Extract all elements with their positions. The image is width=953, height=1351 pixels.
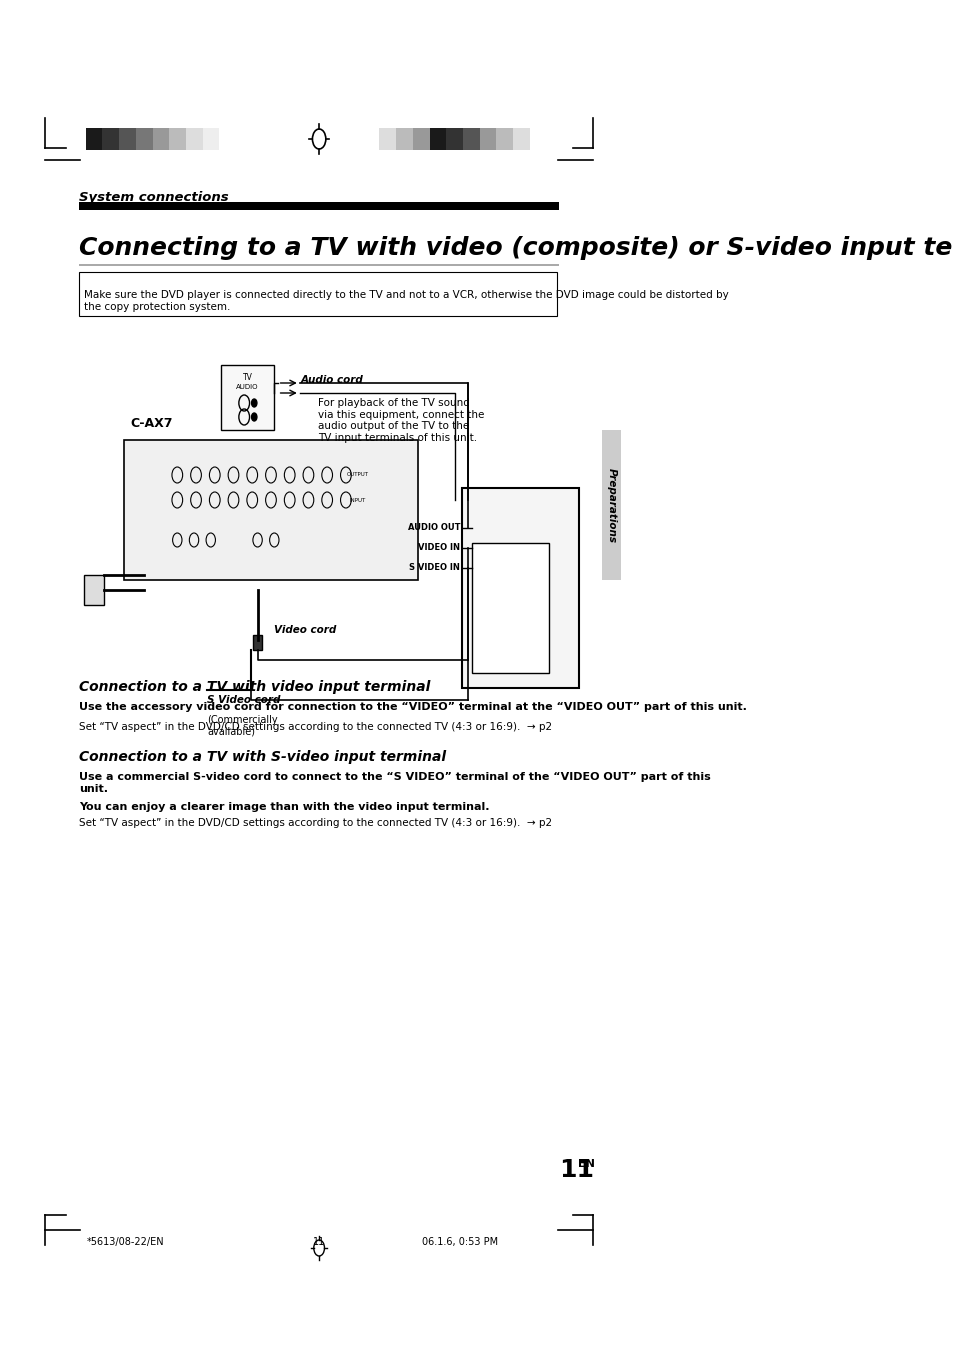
Text: AUDIO: AUDIO [236,384,258,390]
Text: System connections: System connections [79,190,229,204]
Text: EN: EN [578,1159,595,1169]
Text: OUTPUT: OUTPUT [347,473,369,477]
Text: Audio cord: Audio cord [301,376,363,385]
Bar [169,128,186,150]
Text: (Commercially
available): (Commercially available) [207,715,277,736]
Bar [379,128,395,150]
Text: 11: 11 [313,1238,325,1247]
Bar [124,440,417,580]
Bar [513,128,529,150]
Text: S VIDEO IN: S VIDEO IN [409,563,460,573]
Bar [152,128,169,150]
FancyBboxPatch shape [79,272,557,316]
Bar [220,365,274,430]
Text: Connection to a TV with S-video input terminal: Connection to a TV with S-video input te… [79,750,446,765]
Bar [471,543,548,673]
Text: 11: 11 [558,1158,594,1182]
Text: *5613/08-22/EN: *5613/08-22/EN [87,1238,165,1247]
Bar [413,128,429,150]
Text: Set “TV aspect” in the DVD/CD settings according to the connected TV (4:3 or 16:: Set “TV aspect” in the DVD/CD settings a… [79,817,552,828]
Bar [395,128,413,150]
Bar [446,128,462,150]
Text: You can enjoy a clearer image than with the video input terminal.: You can enjoy a clearer image than with … [79,802,489,812]
Text: AUDIO OUT: AUDIO OUT [407,523,460,532]
Text: Preparations: Preparations [606,467,616,543]
Circle shape [252,399,256,407]
Text: INPUT: INPUT [350,497,366,503]
Text: Make sure the DVD player is connected directly to the TV and not to a VCR, other: Make sure the DVD player is connected di… [84,290,728,312]
Bar [219,128,236,150]
Bar [102,128,119,150]
Text: Set “TV aspect” in the DVD/CD settings according to the connected TV (4:3 or 16:: Set “TV aspect” in the DVD/CD settings a… [79,721,552,732]
Text: Use a commercial S-video cord to connect to the “S VIDEO” terminal of the “VIDEO: Use a commercial S-video cord to connect… [79,771,710,793]
Bar [186,128,202,150]
Bar [86,128,102,150]
Text: Video cord: Video cord [274,626,336,635]
Text: 06.1.6, 0:53 PM: 06.1.6, 0:53 PM [421,1238,497,1247]
Text: TV: TV [242,373,253,381]
Text: C-AX7: C-AX7 [131,417,172,430]
Bar [79,203,558,209]
Bar [119,128,135,150]
Text: VIDEO IN: VIDEO IN [417,543,460,553]
Text: S Video cord: S Video cord [207,694,280,705]
Circle shape [252,413,256,422]
Bar [135,128,152,150]
Bar [479,128,496,150]
Text: Use the accessory video cord for connection to the “VIDEO” terminal at the “VIDE: Use the accessory video cord for connect… [79,703,746,712]
Bar [429,128,446,150]
Bar [79,263,558,266]
FancyBboxPatch shape [461,488,578,688]
Bar [496,128,513,150]
Bar [462,128,479,150]
Text: For playback of the TV sound
via this equipment, connect the
audio output of the: For playback of the TV sound via this eq… [318,399,484,443]
Bar [202,128,219,150]
Bar [253,635,262,650]
Text: Connection to a TV with video input terminal: Connection to a TV with video input term… [79,680,430,694]
Bar [601,430,620,580]
Bar [84,576,104,605]
Text: Connecting to a TV with video (composite) or S-video input terminal: Connecting to a TV with video (composite… [79,236,953,259]
